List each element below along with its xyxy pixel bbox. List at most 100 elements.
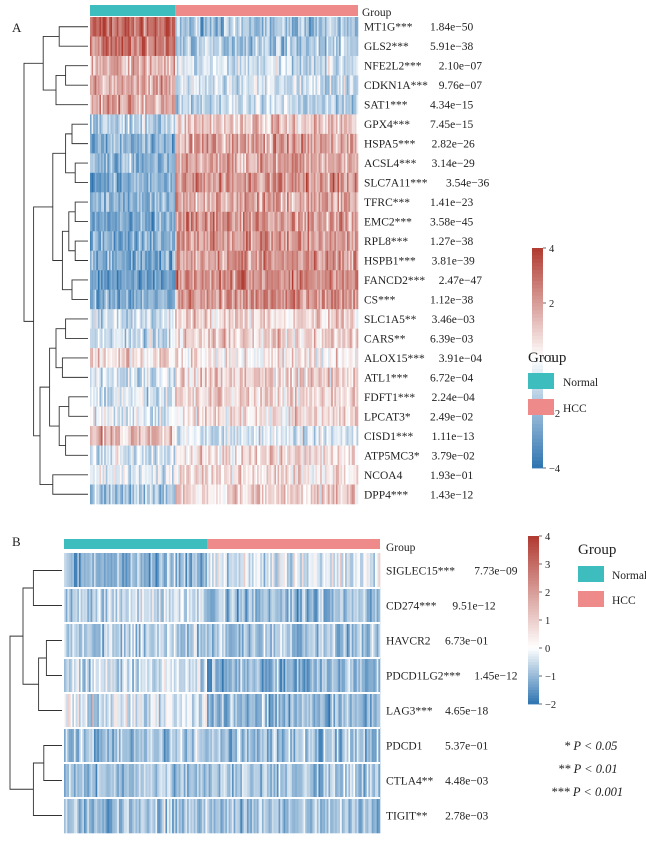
heatmap-cell [102, 75, 105, 96]
heatmap-cell [209, 406, 212, 427]
heatmap-cell [340, 270, 343, 291]
heatmap-cell [266, 406, 269, 427]
heatmap-cell [339, 133, 341, 154]
heatmap-cell [225, 367, 228, 388]
heatmap-cell [176, 192, 179, 213]
heatmap-cell [293, 426, 296, 446]
heatmap-cell [96, 114, 99, 135]
heatmap-cell [176, 328, 179, 349]
heatmap-cell [190, 75, 193, 96]
heatmap-cell [315, 484, 318, 505]
heatmap-row [90, 250, 359, 271]
heatmap-cell [261, 445, 264, 466]
heatmap-cell [332, 153, 335, 174]
heatmap-cell [318, 588, 321, 624]
heatmap-cell [255, 465, 258, 485]
heatmap-cell [143, 114, 146, 135]
heatmap-cell [175, 172, 178, 193]
heatmap-cell [228, 623, 231, 659]
heatmap-cell [175, 270, 178, 291]
heatmap-cell [345, 172, 348, 193]
heatmap-cell [157, 445, 160, 466]
heatmap-cell [156, 114, 159, 135]
heatmap-cell [290, 289, 293, 310]
heatmap-cell [122, 553, 125, 589]
heatmap-cell [283, 406, 286, 427]
heatmap-cell [355, 553, 358, 589]
heatmap-cell [253, 75, 256, 96]
heatmap-cell [225, 192, 228, 213]
heatmap-cell [257, 484, 259, 505]
heatmap-cell [123, 484, 125, 505]
heatmap-cell [231, 211, 234, 232]
heatmap-cell [231, 133, 234, 154]
heatmap-cell [157, 484, 160, 505]
heatmap-cell [345, 484, 348, 505]
heatmap-cell [137, 553, 140, 589]
row-p-value: 9.76e−07 [439, 80, 482, 92]
heatmap-cell [321, 348, 324, 368]
row-gene-label: NFE2L2*** [364, 61, 422, 73]
heatmap-cell [228, 426, 231, 446]
heatmap-cell [309, 17, 312, 37]
heatmap-cell [197, 445, 200, 466]
heatmap-cell [176, 348, 179, 368]
heatmap-cell [258, 211, 261, 232]
heatmap-cell [280, 211, 283, 232]
heatmap-cell [250, 426, 253, 446]
heatmap-cell [225, 623, 228, 659]
heatmap-cell [263, 270, 266, 291]
heatmap-cell [187, 211, 190, 232]
heatmap-cell [224, 406, 226, 427]
heatmap-cell [211, 250, 214, 271]
heatmap-cell [167, 588, 170, 624]
heatmap-cell [172, 553, 175, 589]
heatmap-cell [343, 387, 346, 407]
heatmap-cell [184, 328, 187, 349]
heatmap-cell [236, 75, 239, 96]
heatmap-cell [257, 426, 259, 446]
heatmap-cell [157, 17, 160, 37]
heatmap-cell [127, 192, 130, 213]
heatmap-cell [135, 387, 138, 407]
heatmap-cell [149, 153, 152, 174]
heatmap-cell [146, 250, 149, 271]
heatmap-cell [154, 387, 157, 407]
heatmap-cell [282, 445, 285, 466]
heatmap-cell [129, 114, 132, 135]
heatmap-cell [307, 387, 310, 407]
heatmap-cell [167, 387, 170, 407]
heatmap-cell [132, 465, 135, 485]
heatmap-cell [211, 172, 214, 193]
heatmap-cell [197, 36, 200, 57]
heatmap-cell [189, 75, 192, 96]
heatmap-cell [159, 172, 162, 193]
heatmap-cell [224, 55, 226, 76]
heatmap-cell [214, 406, 217, 427]
heatmap-cell [91, 465, 94, 485]
heatmap-cell [200, 114, 203, 135]
heatmap-cell [244, 192, 247, 213]
heatmap-cell [143, 445, 146, 466]
heatmap-cell [187, 55, 190, 76]
heatmap-cell [263, 17, 266, 37]
heatmap-cell [126, 309, 129, 329]
heatmap-cell [231, 192, 234, 213]
heatmap-cell [351, 289, 354, 310]
heatmap-cell [135, 172, 138, 193]
heatmap-cell [179, 55, 182, 76]
heatmap-cell [257, 348, 259, 368]
heatmap-cell [261, 553, 264, 589]
heatmap-cell [129, 406, 132, 427]
heatmap-cell [187, 231, 190, 252]
heatmap-cell [261, 270, 264, 291]
heatmap-cell [288, 17, 291, 37]
heatmap-cell [318, 367, 321, 388]
heatmap-cell [104, 250, 107, 271]
heatmap-cell [140, 114, 143, 135]
heatmap-cell [348, 172, 351, 193]
heatmap-cell [280, 94, 283, 115]
heatmap-cell [179, 114, 182, 135]
dendrogram-branch [45, 640, 62, 676]
heatmap-cell [195, 465, 198, 485]
